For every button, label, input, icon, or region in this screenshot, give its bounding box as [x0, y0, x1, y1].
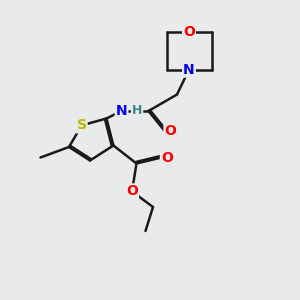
Text: O: O — [161, 151, 173, 164]
Text: N: N — [183, 63, 195, 76]
Text: S: S — [76, 118, 87, 132]
Text: O: O — [126, 184, 138, 198]
Text: N: N — [116, 104, 127, 118]
Text: H: H — [132, 104, 142, 118]
Text: O: O — [164, 124, 176, 138]
Text: O: O — [183, 26, 195, 39]
